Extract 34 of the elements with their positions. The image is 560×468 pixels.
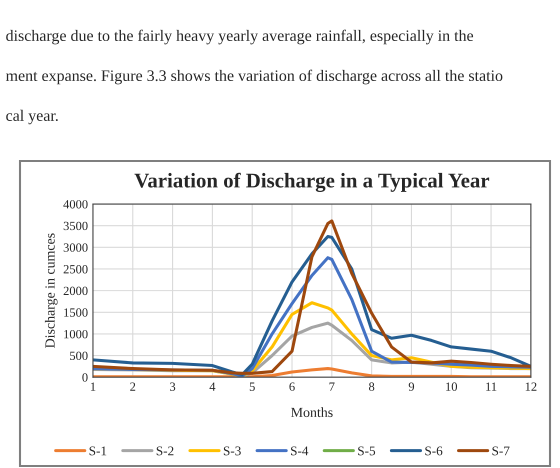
y-tick-label: 500 <box>70 352 88 360</box>
text: cal year. <box>6 110 58 124</box>
x-tick-label: 5 <box>250 382 255 391</box>
y-tick-label: 1000 <box>64 330 88 338</box>
x-tick-label: 12 <box>526 382 536 391</box>
legend-label: S-3 <box>224 446 241 456</box>
chart-title: Variation of Discharge in a Typical Year <box>134 172 490 192</box>
x-tick-label: 4 <box>210 382 216 391</box>
x-tick-label: 6 <box>289 382 295 391</box>
x-tick-label: 7 <box>330 382 335 391</box>
y-tick-label: 2500 <box>64 265 88 274</box>
x-tick-label: 11 <box>486 382 496 391</box>
y-tick-label: 2000 <box>64 286 88 296</box>
text: ment expanse. Figure 3.3 shows the variation of discharge across all the statio <box>6 70 502 84</box>
legend-label: S-5 <box>358 446 376 456</box>
x-tick-label: 3 <box>170 382 176 391</box>
x-tick-label: 10 <box>446 382 458 391</box>
legend-label: S-4 <box>291 446 308 456</box>
legend-label: S-7 <box>492 446 510 456</box>
y-tick-label: 3000 <box>64 243 88 252</box>
y-tick-label: 3500 <box>64 222 88 230</box>
x-tick-label: 8 <box>368 382 374 391</box>
y-tick-label: 1500 <box>64 308 88 317</box>
y-tick-label: 0 <box>82 373 88 382</box>
x-axis-title: Months <box>291 407 333 418</box>
y-tick-label: 4000 <box>63 200 88 209</box>
x-tick-label: 9 <box>408 382 414 391</box>
x-tick-label: 2 <box>130 382 136 391</box>
text: discharge due to the fairly heavy yearly average rainfall, especially in the <box>6 30 474 44</box>
legend-label: S-6 <box>425 446 442 456</box>
legend-label: S-1 <box>90 446 106 456</box>
x-tick-label: 1 <box>90 382 96 391</box>
y-axis-title: Discharge in cumces <box>44 233 58 348</box>
legend-label: S-2 <box>156 446 174 456</box>
